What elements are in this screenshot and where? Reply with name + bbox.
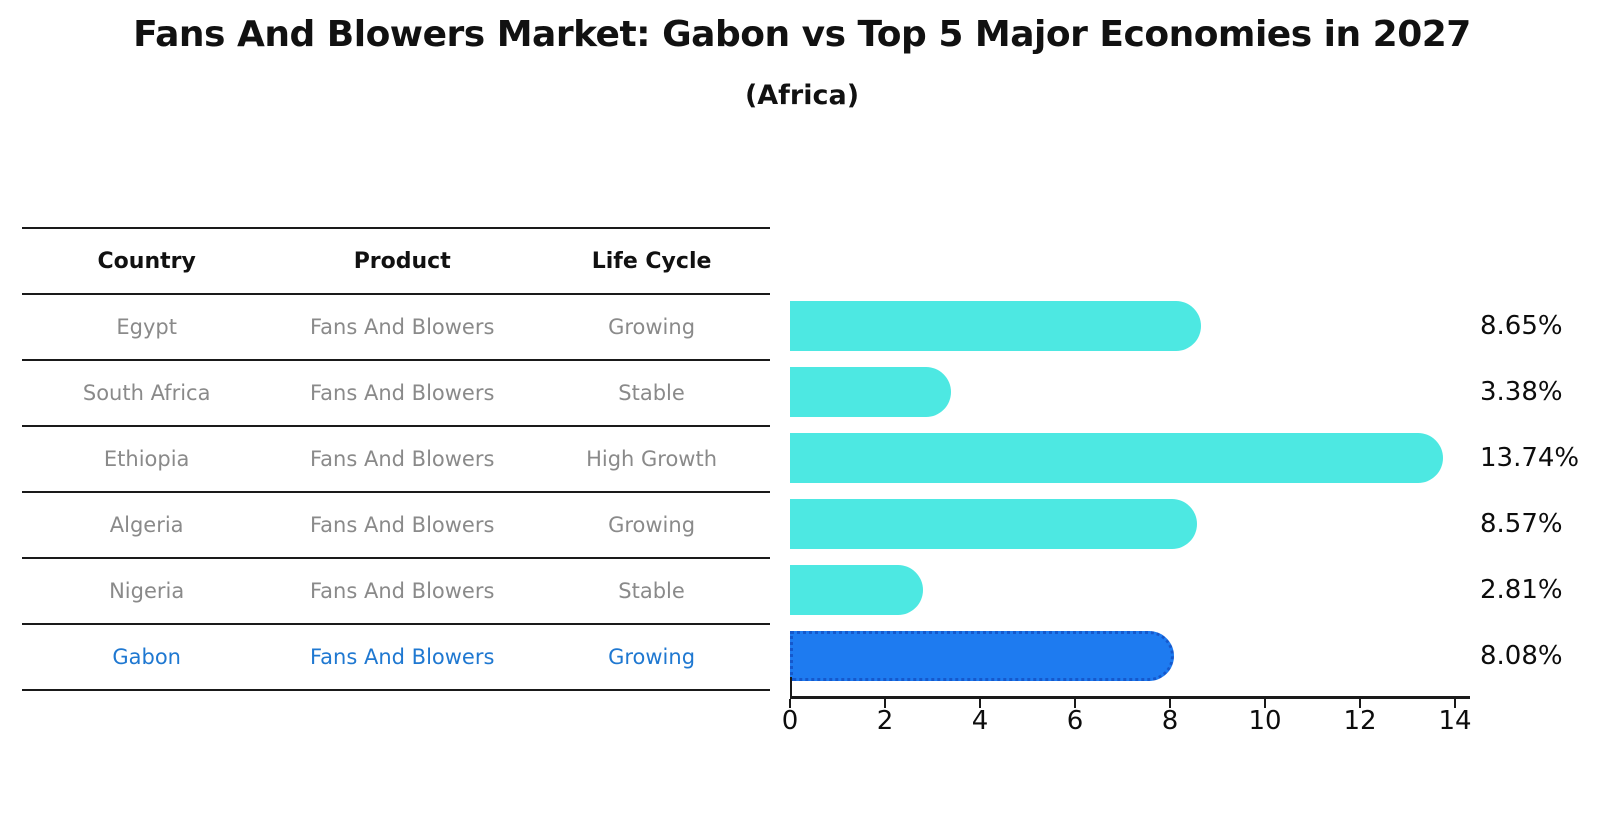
bar-gabon: [790, 631, 1174, 681]
table-cell-country: Gabon: [112, 645, 181, 669]
x-axis-tick-label: 6: [1066, 706, 1084, 736]
table-row-south-africa: South Africa Fans And Blowers Stable: [22, 359, 770, 425]
chart-title: Fans And Blowers Market: Gabon vs Top 5 …: [133, 14, 1471, 55]
x-axis-tick: [884, 699, 886, 708]
bar-chart-plot-area: [790, 293, 1470, 697]
x-axis-tick: [1074, 699, 1076, 708]
table-cell-life-cycle: Stable: [618, 381, 685, 405]
table-header-product: Product: [353, 248, 451, 274]
table-row-ethiopia: Ethiopia Fans And Blowers High Growth: [22, 425, 770, 491]
x-axis-tick-label: 12: [1343, 706, 1377, 736]
bar-value-label: 8.57%: [1480, 509, 1563, 539]
x-axis-tick-label: 10: [1248, 706, 1282, 736]
table-cell-life-cycle: Growing: [608, 513, 696, 537]
bar-value-label: 2.81%: [1480, 575, 1563, 605]
table-cell-country: Ethiopia: [103, 447, 190, 471]
table-row-nigeria: Nigeria Fans And Blowers Stable: [22, 557, 770, 623]
table-cell-life-cycle: Growing: [608, 315, 696, 339]
bar-value-label: 3.38%: [1480, 377, 1563, 407]
bar-ethiopia: [790, 433, 1443, 483]
x-axis-tick: [979, 699, 981, 708]
comparison-table: Country Product Life Cycle Egypt Fans And…: [22, 227, 770, 691]
table-header-row: Country Product Life Cycle: [22, 227, 770, 293]
x-axis-tick-label: 8: [1161, 706, 1179, 736]
x-axis-tick: [1359, 699, 1361, 708]
table-cell-country: Algeria: [109, 513, 184, 537]
table-cell-product: Fans And Blowers: [310, 645, 495, 669]
table-header-country: Country: [97, 248, 196, 274]
x-axis-tick: [789, 699, 791, 708]
x-axis-tick-label: 2: [876, 706, 894, 736]
chart-subtitle: (Africa): [744, 80, 860, 111]
bar-value-label: 8.08%: [1480, 641, 1563, 671]
table-cell-life-cycle: High Growth: [586, 447, 718, 471]
bar-south-africa: [790, 367, 951, 417]
bar-value-label: 8.65%: [1480, 311, 1563, 341]
table-cell-life-cycle: Growing: [608, 645, 696, 669]
table-cell-product: Fans And Blowers: [310, 315, 495, 339]
table-cell-product: Fans And Blowers: [310, 447, 495, 471]
table-cell-country: Egypt: [116, 315, 177, 339]
table-cell-product: Fans And Blowers: [310, 513, 495, 537]
table-row-algeria: Algeria Fans And Blowers Growing: [22, 491, 770, 557]
x-axis-tick: [1169, 699, 1171, 708]
table-cell-product: Fans And Blowers: [310, 579, 495, 603]
table-row-egypt: Egypt Fans And Blowers Growing: [22, 293, 770, 359]
table-cell-country: South Africa: [82, 381, 211, 405]
x-axis-tick: [1454, 699, 1456, 708]
x-axis-tick-label: 14: [1438, 706, 1472, 736]
x-axis-tick-label: 0: [781, 706, 799, 736]
x-axis-corner: [790, 677, 792, 697]
table-header-life-cycle: Life Cycle: [591, 248, 712, 274]
table-row-gabon: Gabon Fans And Blowers Growing: [22, 623, 770, 689]
x-axis-tick: [1264, 699, 1266, 708]
bar-egypt: [790, 301, 1201, 351]
x-axis-line: [790, 696, 1470, 699]
x-axis-tick-label: 4: [971, 706, 989, 736]
table-cell-life-cycle: Stable: [618, 579, 685, 603]
bar-value-label: 13.74%: [1480, 443, 1580, 473]
table-body: Egypt Fans And Blowers Growing South Africa…: [22, 293, 770, 689]
bar-algeria: [790, 499, 1197, 549]
bar-nigeria: [790, 565, 923, 615]
table-cell-product: Fans And Blowers: [310, 381, 495, 405]
table-cell-country: Nigeria: [109, 579, 185, 603]
